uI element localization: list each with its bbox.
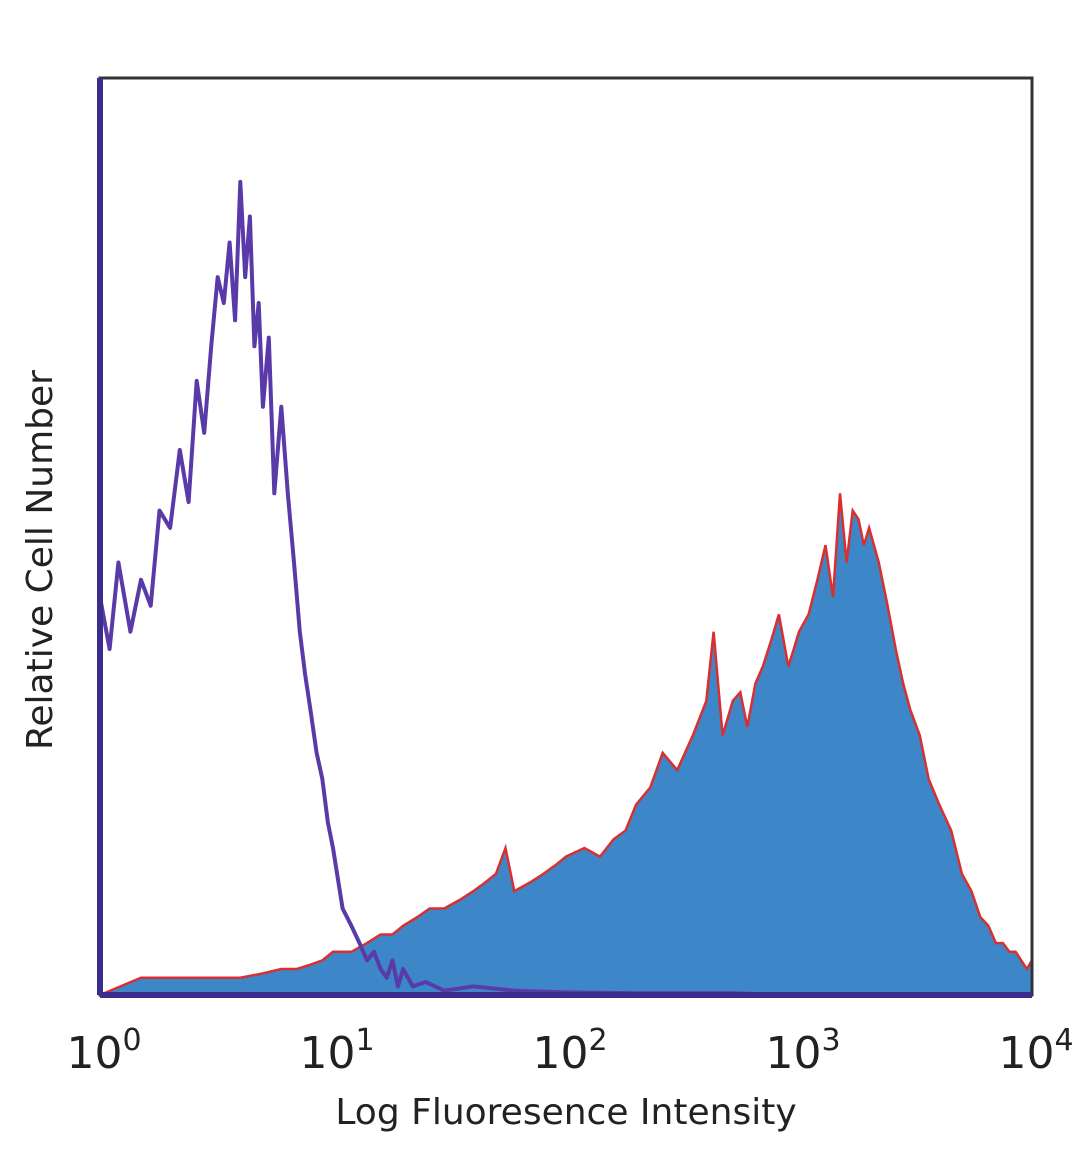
filled-histogram-area [100,493,1032,995]
outline-histogram-line [98,179,1032,997]
y-axis-title: Relative Cell Number [20,370,61,750]
x-tick-label: 103 [765,1023,840,1079]
x-axis-title: Log Fluoresence Intensity [335,1092,796,1133]
filled-histogram-edge [99,493,1034,997]
filled-histogram-layer [99,493,1034,997]
x-tick-label: 104 [998,1023,1073,1079]
x-tick-label: 101 [299,1023,374,1079]
x-tick-label: 100 [66,1023,141,1079]
x-tick-label: 102 [532,1023,607,1079]
x-tick-labels: 100 101 102 103 104 [66,1023,1073,1079]
outline-histogram-layer [98,179,1032,997]
